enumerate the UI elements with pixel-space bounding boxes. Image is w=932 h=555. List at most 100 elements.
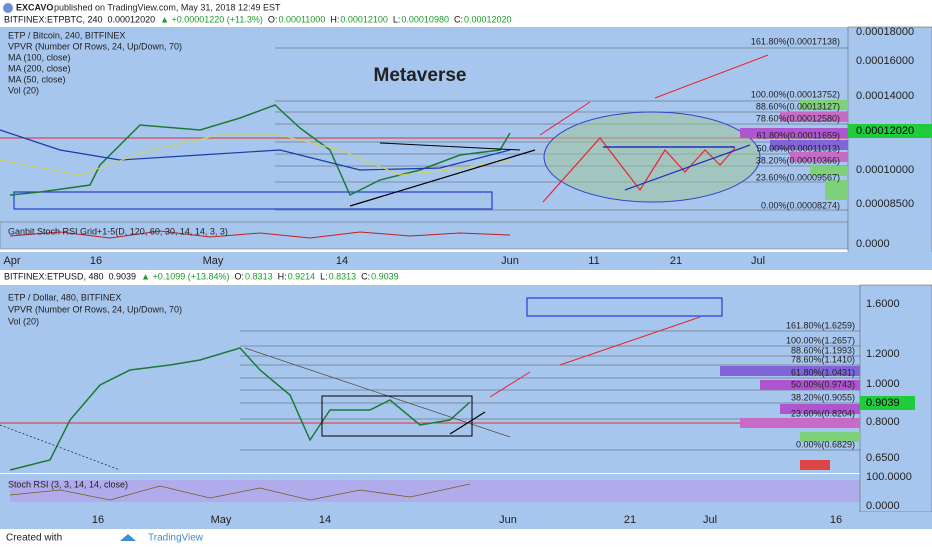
y-tick-label: 0.6500 <box>866 452 900 464</box>
indicator-label: Stoch RSI (3, 3, 14, 14, close) <box>8 479 128 489</box>
legend-entry: ETP / Bitcoin, 240, BITFINEX <box>8 30 125 40</box>
price-tag: 0.9039 <box>866 397 900 409</box>
legend-entry: MA (200, close) <box>8 63 71 73</box>
fib-label: 100.00%(0.00013752) <box>751 89 840 99</box>
symbol-info: 0.8313 <box>245 271 273 281</box>
logo <box>120 534 136 541</box>
x-tick-label: 21 <box>670 255 682 267</box>
price-path <box>9 104 511 197</box>
legend-entry: VPVR (Number Of Rows, 24, Up/Down, 70) <box>8 304 182 314</box>
symbol-info: O: <box>268 14 278 24</box>
y-tick-label: 0.0000 <box>866 500 900 512</box>
fib-label: 88.60%(1.1993) <box>791 345 855 355</box>
fib-label: 161.80%(0.00017138) <box>751 36 840 46</box>
price-tag-bg <box>848 124 932 138</box>
y-tick-label: 1.0000 <box>866 378 900 390</box>
arrow <box>559 316 701 366</box>
y-tick-label: 0.00008500 <box>856 198 914 210</box>
fib-label: 78.60%(1.1410) <box>791 354 855 364</box>
volume-profile <box>740 100 848 200</box>
indicator-label: Ganbit Stoch RSI Grid+1-5(D, 120, 60, 30… <box>8 226 228 236</box>
symbol-info: H: <box>278 271 287 281</box>
symbol-info: 0.00012100 <box>340 14 388 24</box>
legend-entry: ETP / Dollar, 480, BITFINEX <box>8 292 121 302</box>
created-with: Created with <box>6 533 62 544</box>
trend-line <box>449 411 486 435</box>
bottom-time-axis <box>0 512 932 529</box>
x-tick-label: Jun <box>501 255 519 267</box>
trend-line <box>379 142 521 151</box>
fib-label: 50.00%(0.00011013) <box>757 143 840 153</box>
arrow <box>539 101 591 136</box>
symbol-info: BITFINEX:ETPBTC, 240 <box>4 14 103 24</box>
top-time-axis <box>0 252 932 270</box>
symbol-info: 0.9039 <box>109 271 137 281</box>
y-tick-label: 0.00014000 <box>856 90 914 102</box>
fib-label: 50.00%(0.9743) <box>791 379 855 389</box>
symbol-info: 0.9039 <box>371 271 399 281</box>
y-tick-label: 1.2000 <box>866 348 900 360</box>
y-tick-label: 0.8000 <box>866 416 900 428</box>
trend-line <box>0 424 121 471</box>
target-ellipse <box>543 111 761 203</box>
support-box <box>13 191 493 210</box>
brand: TradingView <box>148 533 204 544</box>
x-tick-label: Apr <box>3 255 20 267</box>
legend-entry: VPVR (Number Of Rows, 24, Up/Down, 70) <box>8 41 182 51</box>
x-tick-label: 16 <box>92 514 104 526</box>
symbol-info: 0.00012020 <box>108 14 156 24</box>
volume-profile <box>720 366 860 470</box>
fib-label: 78.60%(0.00012580) <box>756 113 840 123</box>
x-tick-label: May <box>203 255 224 267</box>
y-tick-label: 0.0000 <box>856 238 890 250</box>
x-tick-label: Jul <box>703 514 717 526</box>
indicator-line <box>9 230 511 239</box>
x-tick-label: Jun <box>499 514 517 526</box>
fib-label: 0.00%(0.6829) <box>796 439 855 449</box>
x-tick-label: Jul <box>751 255 765 267</box>
ma-line <box>0 134 511 176</box>
symbol-info: 0.8313 <box>329 271 357 281</box>
x-tick-label: 14 <box>319 514 331 526</box>
x-tick-label: 11 <box>588 255 599 267</box>
symbol-info: 0.00010980 <box>401 14 449 24</box>
legend-entry: Vol (20) <box>8 316 39 326</box>
legend-entry: MA (100, close) <box>8 52 71 62</box>
fib-label: 61.80%(0.00011659) <box>757 130 840 140</box>
symbol-info: L: <box>393 14 401 24</box>
projection <box>624 144 751 191</box>
x-tick-label: 21 <box>624 514 636 526</box>
x-tick-label: May <box>211 514 232 526</box>
legend-entry: Vol (20) <box>8 85 39 95</box>
y-tick-label: 0.00016000 <box>856 55 914 67</box>
x-tick-label: 16 <box>830 514 842 526</box>
price-tag-bg <box>860 396 915 410</box>
symbol-info: ▲ +0.1099 (+13.84%) <box>141 271 229 281</box>
symbol-info: BITFINEX:ETPUSD, 480 <box>4 271 104 281</box>
symbol-info: 0.9214 <box>288 271 316 281</box>
chart-title: Metaverse <box>374 65 467 86</box>
trend-line <box>349 149 536 207</box>
arrow <box>654 54 769 99</box>
author: EXCAVO <box>16 2 53 12</box>
stoch-band <box>10 480 860 502</box>
y-tick-label: 0.00010000 <box>856 164 914 176</box>
range-box <box>321 395 473 437</box>
fib-label: 61.80%(1.0431) <box>791 367 855 377</box>
x-tick-label: 16 <box>90 255 102 267</box>
symbol-info: C: <box>454 14 463 24</box>
symbol-info: C: <box>361 271 370 281</box>
symbol-info: ▲ +0.00001220 (+11.3%) <box>160 14 263 24</box>
y-tick-label: 1.6000 <box>866 298 900 310</box>
symbol-info: 0.00011000 <box>278 14 325 24</box>
price-path <box>9 347 471 471</box>
ma-line <box>0 129 511 171</box>
fib-label: 100.00%(1.2657) <box>786 335 855 345</box>
x-tick-label: 14 <box>336 255 348 267</box>
fib-label: 88.60%(0.00013127) <box>756 101 840 111</box>
avatar <box>3 3 13 13</box>
arrow <box>489 371 531 398</box>
indicator-line <box>9 483 471 501</box>
symbol-info: O: <box>235 271 245 281</box>
